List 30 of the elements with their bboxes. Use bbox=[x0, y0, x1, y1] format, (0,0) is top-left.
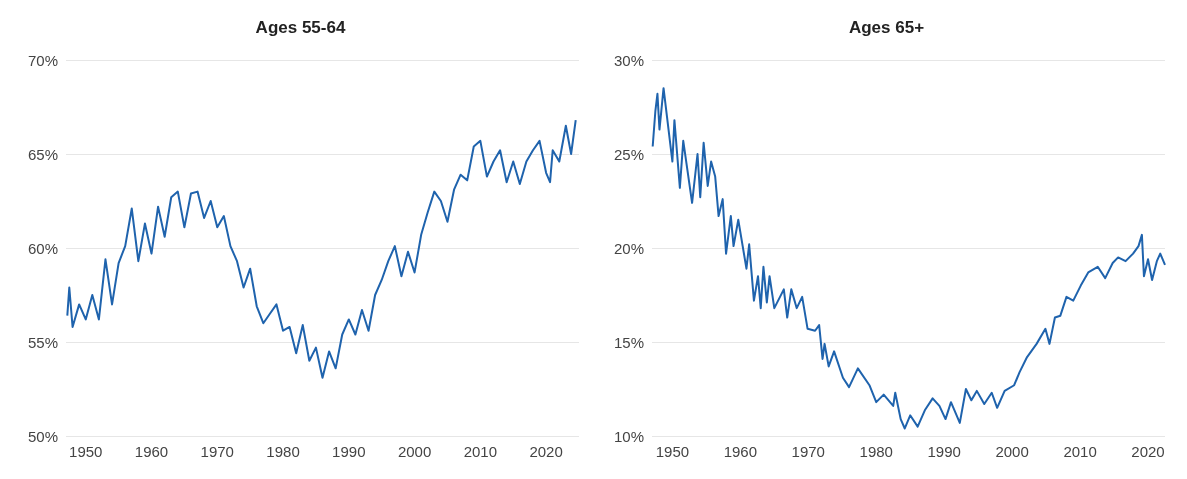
x-tick-label: 1980 bbox=[266, 443, 300, 460]
x-tick-label: 1950 bbox=[655, 443, 690, 460]
x-tick-label: 1960 bbox=[723, 443, 758, 460]
y-tick-label: 20% bbox=[613, 239, 644, 257]
y-tick-label: 30% bbox=[613, 51, 644, 69]
x-tick-label: 2000 bbox=[397, 443, 432, 460]
chart-title: Ages 55-64 bbox=[255, 18, 346, 37]
x-tick-label: 1990 bbox=[332, 443, 366, 460]
x-tick-label: 2000 bbox=[995, 443, 1029, 460]
y-tick-label: 70% bbox=[27, 51, 58, 69]
x-tick-label: 2010 bbox=[1063, 443, 1097, 460]
y-tick-label: 60% bbox=[27, 239, 58, 257]
y-tick-label: 10% bbox=[613, 427, 644, 445]
line-series bbox=[66, 119, 577, 379]
x-tick-label: 2020 bbox=[1131, 443, 1165, 460]
x-tick-label: 2020 bbox=[529, 443, 563, 460]
line-series bbox=[651, 87, 1166, 430]
y-tick-label: 55% bbox=[27, 333, 58, 351]
x-tick-label: 1950 bbox=[69, 443, 103, 460]
x-tick-label: 1970 bbox=[791, 443, 825, 460]
x-tick-label: 1980 bbox=[859, 443, 893, 460]
chart-title: Ages 65+ bbox=[848, 18, 925, 37]
y-tick-label: 25% bbox=[613, 145, 644, 163]
x-tick-label: 1970 bbox=[200, 443, 234, 460]
x-tick-label: 1960 bbox=[134, 443, 169, 460]
x-tick-label: 2010 bbox=[463, 443, 498, 460]
y-tick-label: 65% bbox=[27, 145, 58, 163]
x-tick-label: 1990 bbox=[927, 443, 961, 460]
y-tick-label: 15% bbox=[613, 333, 644, 351]
y-tick-label: 50% bbox=[27, 427, 58, 445]
